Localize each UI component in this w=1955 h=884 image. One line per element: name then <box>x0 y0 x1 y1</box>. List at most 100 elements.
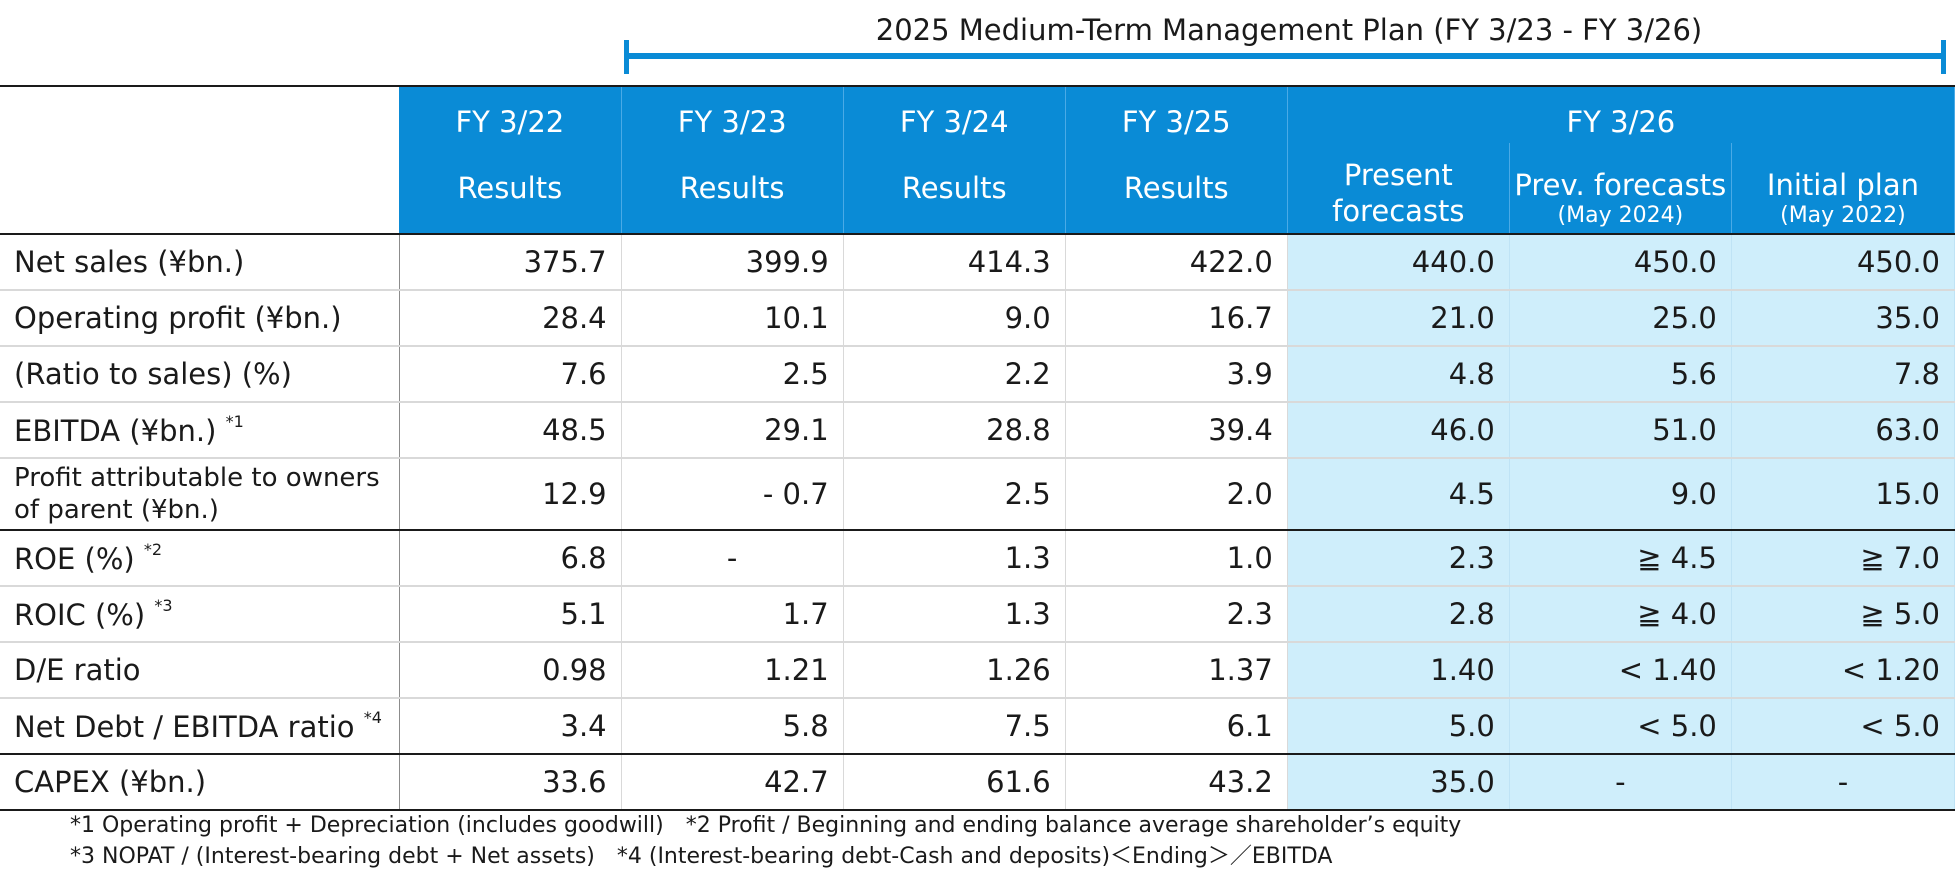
header-results-fy3-24: Results <box>843 143 1066 234</box>
table-row: (Ratio to sales) (%) 7.6 2.5 2.2 3.9 4.8 5.6 7.… <box>0 346 1955 403</box>
cell-net-debt-ebitda-col0: 3.4 <box>399 698 622 755</box>
row-label-roic: ROIC (%) *3 <box>0 586 400 643</box>
row-label-text: Profit attributable to owners of parent … <box>14 463 380 525</box>
header-year-fy3-23: FY 3/23 <box>621 86 844 143</box>
table-row: Profit attributable to owners of parent … <box>0 458 1955 531</box>
cell-roic-col2: 1.3 <box>843 586 1066 643</box>
cell-ratio-to-sales-col4: 4.8 <box>1287 346 1510 403</box>
cell-net-sales-col3: 422.0 <box>1065 233 1288 291</box>
plan-bracket-bar <box>624 53 1946 59</box>
cell-operating-profit-col3: 16.7 <box>1065 290 1288 347</box>
cell-de-ratio-col4: 1.40 <box>1287 642 1510 699</box>
cell-profit-attributable-col3: 2.0 <box>1065 458 1288 531</box>
cell-operating-profit-col0: 28.4 <box>399 290 622 347</box>
row-label-text: Net Debt / EBITDA ratio <box>14 710 355 744</box>
row-footnote-mark: *1 <box>225 412 244 431</box>
row-label-text: Net sales (¥bn.) <box>14 245 245 279</box>
header-present-forecasts: Present forecasts <box>1287 143 1510 234</box>
cell-profit-attributable-col4: 4.5 <box>1287 458 1510 531</box>
plan-bracket <box>624 40 1946 74</box>
table-row: EBITDA (¥bn.) *1 48.5 29.1 28.8 39.4 46.0 51.0… <box>0 402 1955 459</box>
plan-bracket-right-tick <box>1941 40 1946 74</box>
cell-de-ratio-col6: < 1.20 <box>1731 642 1955 699</box>
header-results-fy3-25: Results <box>1065 143 1288 234</box>
header-blank-cell <box>0 86 400 234</box>
cell-roe-col4: 2.3 <box>1287 530 1510 587</box>
cell-roic-col5: ≧ 4.0 <box>1509 586 1732 643</box>
cell-de-ratio-col2: 1.26 <box>843 642 1066 699</box>
cell-ratio-to-sales-col0: 7.6 <box>399 346 622 403</box>
cell-ratio-to-sales-col6: 7.8 <box>1731 346 1955 403</box>
cell-net-sales-col2: 414.3 <box>843 233 1066 291</box>
cell-roe-col3: 1.0 <box>1065 530 1288 587</box>
header-initial-label: Initial plan <box>1766 168 1919 202</box>
cell-ebitda-col3: 39.4 <box>1065 402 1288 459</box>
header-initial-plan: Initial plan (May 2022) <box>1731 143 1955 234</box>
cell-roic-col0: 5.1 <box>399 586 622 643</box>
cell-net-sales-col5: 450.0 <box>1509 233 1732 291</box>
footnote-line-2: *3 NOPAT / (Interest-bearing debt + Net … <box>70 844 1333 869</box>
cell-ratio-to-sales-col3: 3.9 <box>1065 346 1288 403</box>
row-footnote-mark: *4 <box>363 708 382 727</box>
table-header: FY 3/22 FY 3/23 FY 3/24 FY 3/25 FY 3/26 … <box>0 86 1955 234</box>
table-row: Operating profit (¥bn.) 28.4 10.1 9.0 16.7 21… <box>0 290 1955 347</box>
cell-operating-profit-col2: 9.0 <box>843 290 1066 347</box>
cell-roic-col3: 2.3 <box>1065 586 1288 643</box>
plan-title: 2025 Medium-Term Management Plan (FY 3/2… <box>875 13 1703 47</box>
financial-table: FY 3/22 FY 3/23 FY 3/24 FY 3/25 FY 3/26 … <box>0 85 1955 811</box>
plan-bracket-left-tick <box>624 40 629 74</box>
cell-profit-attributable-col2: 2.5 <box>843 458 1066 531</box>
cell-roe-col2: 1.3 <box>843 530 1066 587</box>
footnote-line-1: *1 Operating profit + Depreciation (incl… <box>70 813 1462 838</box>
cell-ratio-to-sales-col1: 2.5 <box>621 346 844 403</box>
cell-capex-col1: 42.7 <box>621 754 844 811</box>
cell-operating-profit-col4: 21.0 <box>1287 290 1510 347</box>
row-label-text: (Ratio to sales) (%) <box>14 357 292 391</box>
cell-ebitda-col6: 63.0 <box>1731 402 1955 459</box>
cell-roic-col1: 1.7 <box>621 586 844 643</box>
row-label-text: D/E ratio <box>14 653 141 687</box>
table-row: CAPEX (¥bn.) 33.6 42.7 61.6 43.2 35.0- - <box>0 754 1955 811</box>
row-footnote-mark: *3 <box>154 596 173 615</box>
row-label-ebitda: EBITDA (¥bn.) *1 <box>0 402 400 459</box>
cell-roe-col5: ≧ 4.5 <box>1509 530 1732 587</box>
cell-roe-col0: 6.8 <box>399 530 622 587</box>
header-year-fy3-24: FY 3/24 <box>843 86 1066 143</box>
table-body: Net sales (¥bn.) 375.7 399.9 414.3 422.0 440.… <box>0 233 1955 811</box>
header-results-fy3-23: Results <box>621 143 844 234</box>
header-prev-forecasts: Prev. forecasts (May 2024) <box>1509 143 1732 234</box>
cell-de-ratio-col0: 0.98 <box>399 642 622 699</box>
cell-operating-profit-col6: 35.0 <box>1731 290 1955 347</box>
row-label-ratio-to-sales: (Ratio to sales) (%) <box>0 346 400 403</box>
row-label-capex: CAPEX (¥bn.) <box>0 754 400 811</box>
cell-net-sales-col6: 450.0 <box>1731 233 1955 291</box>
row-label-text: Operating profit (¥bn.) <box>14 301 342 335</box>
cell-profit-attributable-col5: 9.0 <box>1509 458 1732 531</box>
header-prev-label: Prev. forecasts <box>1514 168 1727 202</box>
header-results-fy3-22: Results <box>399 143 622 234</box>
cell-roic-col4: 2.8 <box>1287 586 1510 643</box>
cell-roic-col6: ≧ 5.0 <box>1731 586 1955 643</box>
cell-capex-col3: 43.2 <box>1065 754 1288 811</box>
cell-net-sales-col0: 375.7 <box>399 233 622 291</box>
table-row: Net Debt / EBITDA ratio *4 3.4 5.8 7.5 6.1 5.… <box>0 698 1955 755</box>
row-label-text: CAPEX (¥bn.) <box>14 765 207 799</box>
cell-net-sales-col4: 440.0 <box>1287 233 1510 291</box>
cell-de-ratio-col3: 1.37 <box>1065 642 1288 699</box>
cell-ratio-to-sales-col2: 2.2 <box>843 346 1066 403</box>
cell-roe-col1: - <box>621 530 844 587</box>
table-row: Net sales (¥bn.) 375.7 399.9 414.3 422.0 440.… <box>0 233 1955 291</box>
cell-de-ratio-col1: 1.21 <box>621 642 844 699</box>
footnotes: *1 Operating profit + Depreciation (incl… <box>70 810 1870 872</box>
cell-ebitda-col2: 28.8 <box>843 402 1066 459</box>
row-label-text: EBITDA (¥bn.) <box>14 414 217 448</box>
cell-ebitda-col1: 29.1 <box>621 402 844 459</box>
header-present-line1: Present <box>1343 158 1453 192</box>
cell-net-debt-ebitda-col2: 7.5 <box>843 698 1066 755</box>
cell-ebitda-col4: 46.0 <box>1287 402 1510 459</box>
cell-profit-attributable-col0: 12.9 <box>399 458 622 531</box>
row-label-roe: ROE (%) *2 <box>0 530 400 587</box>
cell-ebitda-col0: 48.5 <box>399 402 622 459</box>
header-year-fy3-26: FY 3/26 <box>1287 86 1955 143</box>
cell-capex-col4: 35.0 <box>1287 754 1510 811</box>
